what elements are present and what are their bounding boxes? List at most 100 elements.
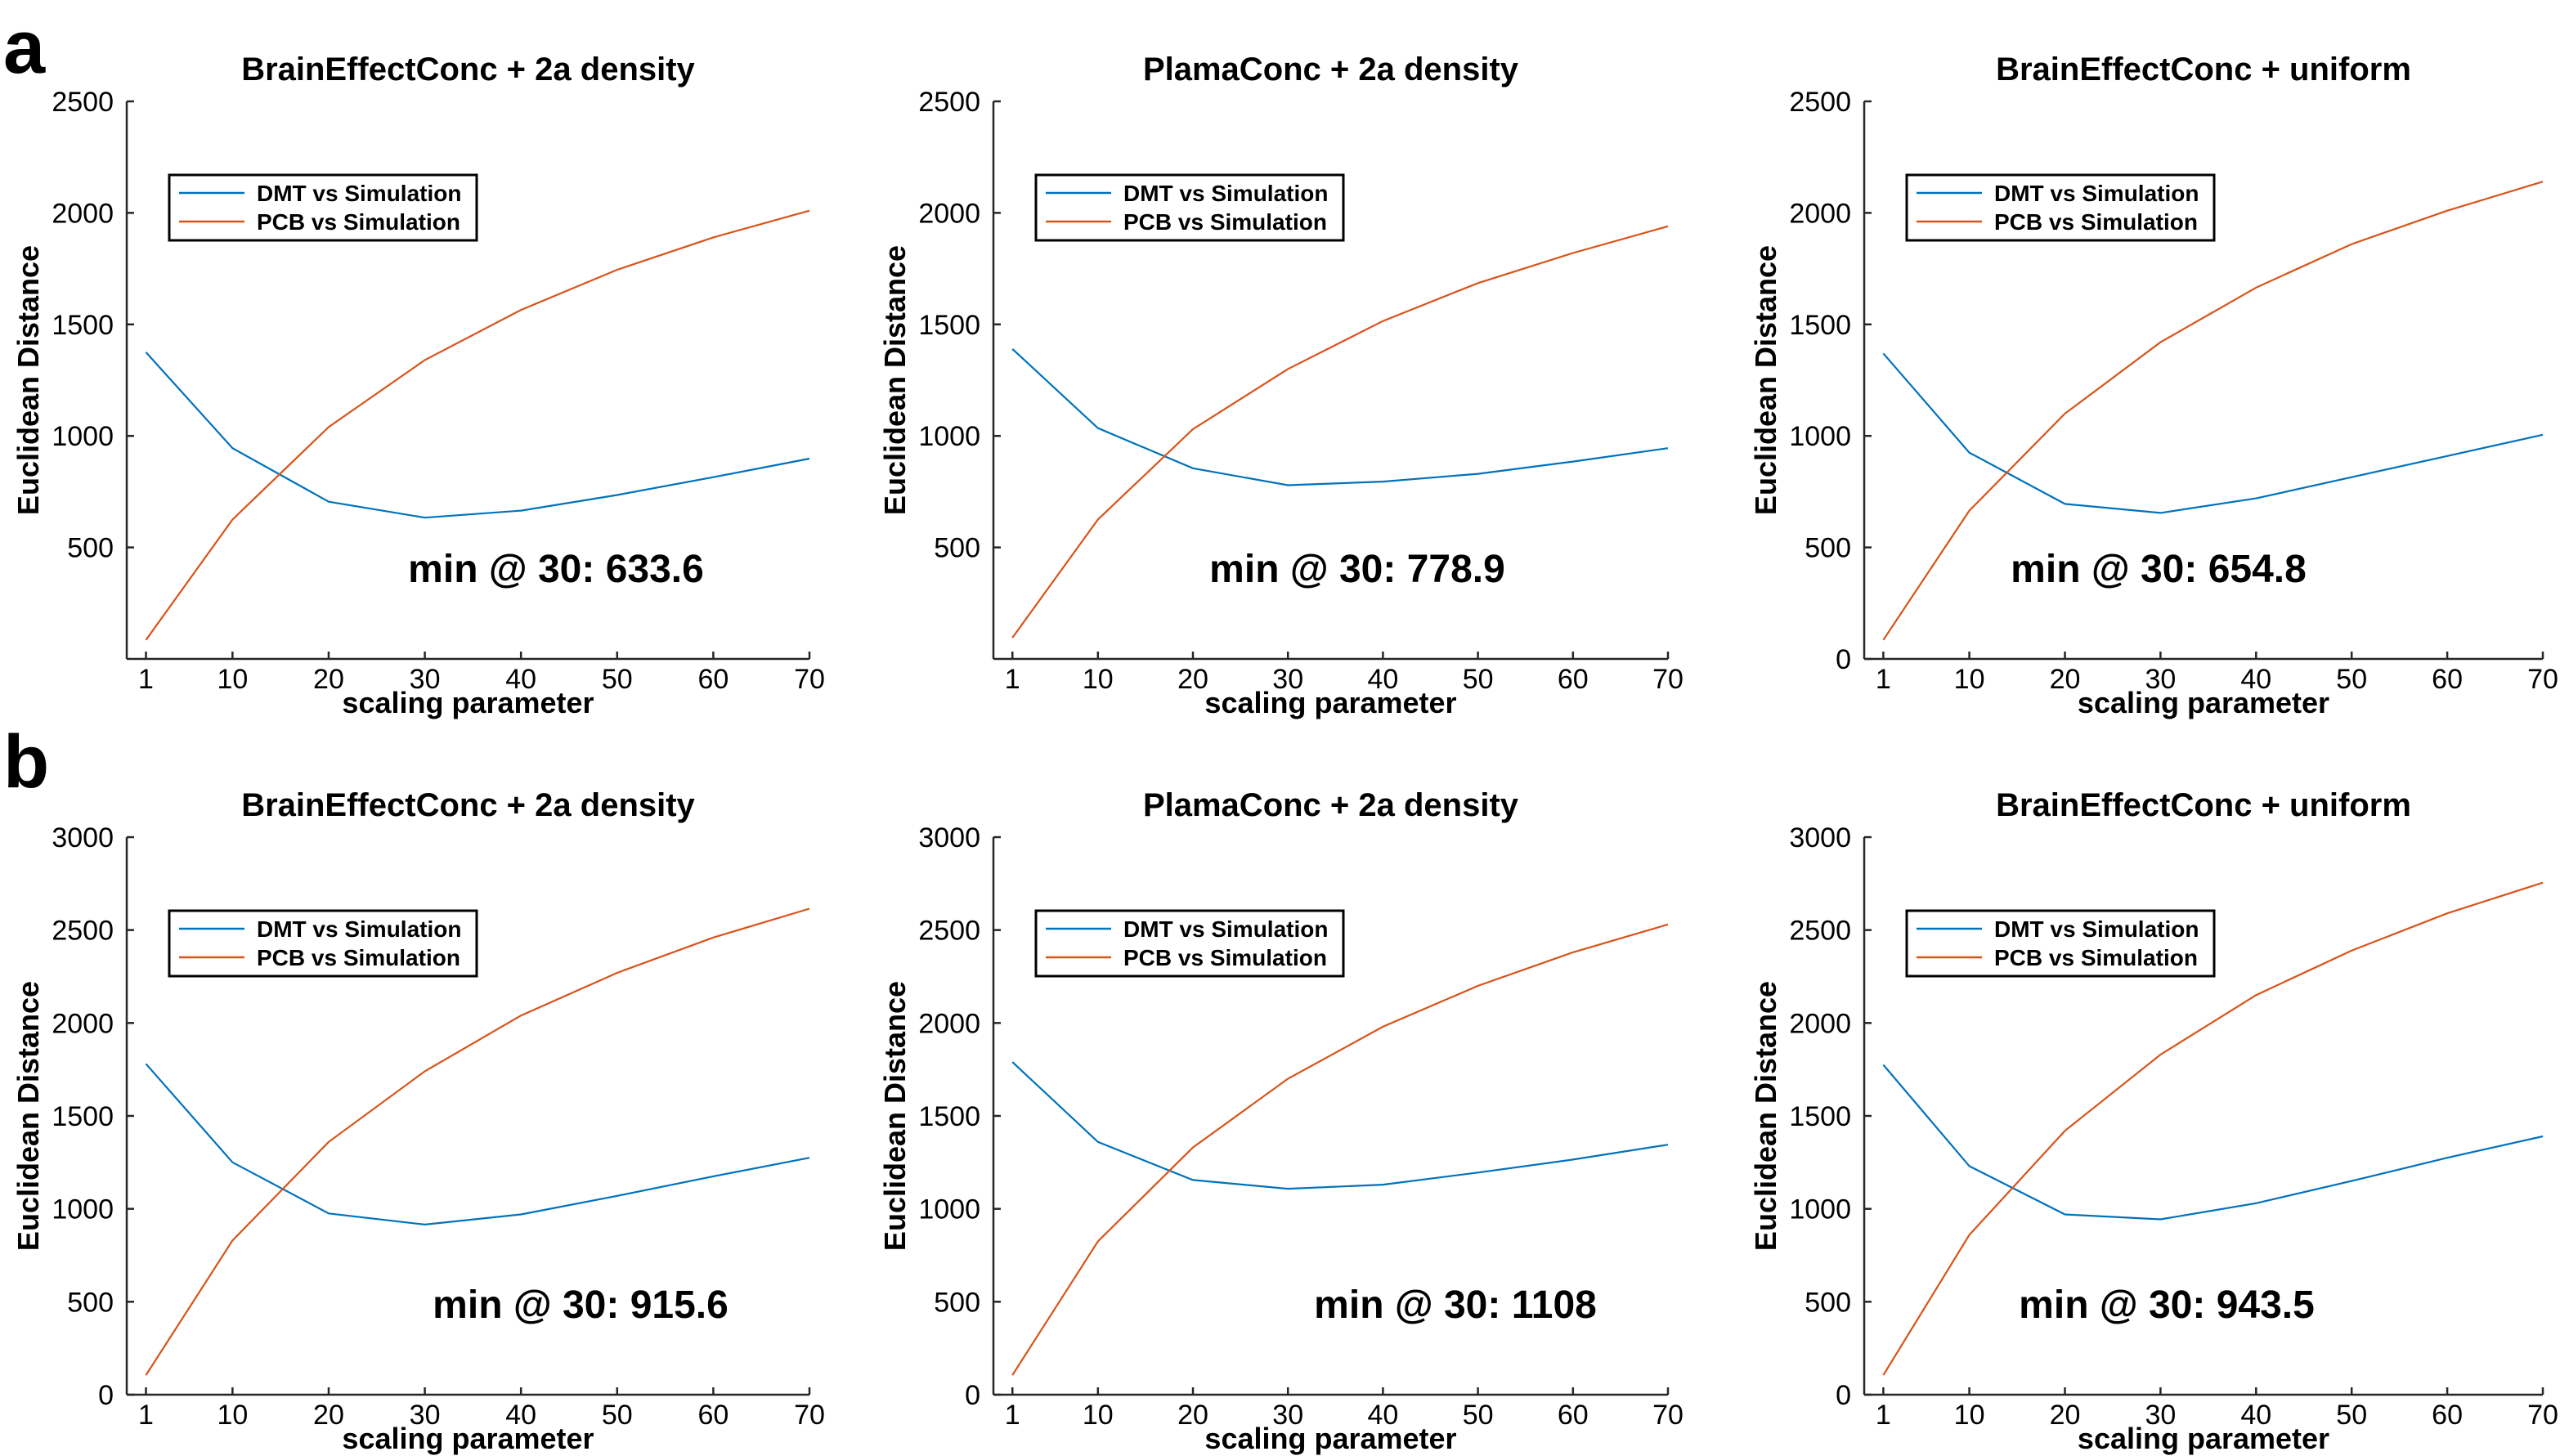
y-tick-label: 0 bbox=[965, 1380, 980, 1411]
y-tick-label: 0 bbox=[98, 1380, 114, 1411]
legend-label: PCB vs Simulation bbox=[1123, 209, 1327, 235]
legend: DMT vs Simulation PCB vs Simulation bbox=[1905, 173, 2216, 242]
x-tick-label: 30 bbox=[2145, 1400, 2176, 1431]
x-tick-label: 60 bbox=[1558, 1400, 1589, 1431]
x-tick-label: 10 bbox=[1954, 664, 1985, 695]
y-tick-label: 0 bbox=[1836, 1380, 1851, 1411]
y-tick-label: 500 bbox=[934, 533, 980, 564]
y-tick-label: 1500 bbox=[52, 1101, 114, 1132]
min-annotation: min @ 30: 778.9 bbox=[1209, 548, 1505, 591]
legend-box bbox=[1034, 173, 1345, 242]
series-line-dmt bbox=[1882, 1064, 2544, 1221]
y-tick-label: 1500 bbox=[52, 310, 114, 341]
x-axis-label: scaling parameter bbox=[1204, 686, 1456, 719]
legend-label: PCB vs Simulation bbox=[1994, 209, 2198, 235]
series-line-pcb bbox=[1011, 923, 1669, 1376]
y-tick-label: 500 bbox=[934, 1287, 980, 1318]
y-tick-label: 2000 bbox=[52, 1008, 114, 1039]
y-tick-label: 1500 bbox=[1789, 310, 1851, 341]
y-axis-label: Euclidean Distance bbox=[878, 245, 912, 515]
x-tick-label: 70 bbox=[794, 664, 825, 695]
chart-title: BrainEffectConc + uniform bbox=[1996, 787, 2411, 823]
x-tick-label: 20 bbox=[313, 1400, 344, 1431]
x-tick-label: 30 bbox=[2145, 664, 2176, 695]
legend-box bbox=[168, 909, 478, 978]
x-tick-label: 60 bbox=[697, 664, 729, 695]
chart-title: PlamaConc + 2a density bbox=[1143, 787, 1519, 823]
chart-3: 0 500 1000 1500 2000 2500 1 10 20 30 40 50 60 70 Brain… bbox=[1749, 52, 2558, 719]
x-tick-label: 1 bbox=[1005, 664, 1020, 695]
x-tick-label: 20 bbox=[1177, 664, 1208, 695]
y-tick-label: 1500 bbox=[1789, 1101, 1851, 1132]
x-tick-label: 40 bbox=[1367, 664, 1398, 695]
legend-label: PCB vs Simulation bbox=[1123, 945, 1327, 970]
y-tick-label: 1000 bbox=[1789, 1194, 1851, 1225]
series-line-dmt bbox=[1011, 1061, 1669, 1190]
y-tick-label: 500 bbox=[67, 1287, 114, 1318]
y-tick-label: 2000 bbox=[918, 198, 980, 229]
x-tick-label: 50 bbox=[1463, 1400, 1494, 1431]
chart-6: 0 500 1000 1500 2000 2500 3000 1 10 20 30 40 50 60 70 B… bbox=[1749, 787, 2558, 1455]
y-tick-label: 0 bbox=[1836, 644, 1851, 675]
x-tick-label: 30 bbox=[1272, 664, 1303, 695]
y-axis-label: Euclidean Distance bbox=[11, 245, 45, 515]
x-tick-label: 60 bbox=[2432, 1400, 2463, 1431]
y-tick-label: 2500 bbox=[918, 87, 980, 118]
x-tick-label: 70 bbox=[2527, 664, 2558, 695]
legend-label: DMT vs Simulation bbox=[1994, 181, 2199, 206]
chart-2: 500 1000 1500 2000 2500 1 10 20 30 40 50 60 70 PlamaC… bbox=[878, 52, 1684, 719]
chart-title: PlamaConc + 2a density bbox=[1143, 52, 1519, 87]
legend: DMT vs Simulation PCB vs Simulation bbox=[1034, 173, 1345, 242]
y-tick-label: 2500 bbox=[52, 916, 114, 947]
y-tick-label: 1500 bbox=[918, 1101, 980, 1132]
x-tick-label: 10 bbox=[1083, 664, 1114, 695]
x-axis-label: scaling parameter bbox=[2078, 686, 2329, 719]
legend-box bbox=[168, 173, 478, 242]
x-tick-label: 70 bbox=[1652, 1400, 1684, 1431]
panel-label-b: b bbox=[3, 720, 50, 804]
panel-label-a: a bbox=[3, 6, 46, 89]
y-tick-label: 1000 bbox=[52, 421, 114, 452]
x-tick-label: 10 bbox=[217, 1400, 248, 1431]
chart-5: 0 500 1000 1500 2000 2500 3000 1 10 20 30 40 50 60 70 P… bbox=[878, 787, 1684, 1455]
series-line-dmt bbox=[1011, 347, 1669, 486]
x-tick-label: 30 bbox=[1272, 1400, 1303, 1431]
legend: DMT vs Simulation PCB vs Simulation bbox=[168, 909, 478, 978]
x-tick-label: 40 bbox=[2240, 664, 2271, 695]
legend-label: DMT vs Simulation bbox=[257, 916, 461, 942]
y-axis-label: Euclidean Distance bbox=[1749, 981, 1782, 1251]
x-tick-label: 40 bbox=[505, 664, 536, 695]
legend: DMT vs Simulation PCB vs Simulation bbox=[168, 173, 478, 242]
x-tick-label: 50 bbox=[2336, 664, 2367, 695]
y-axis-label: Euclidean Distance bbox=[878, 981, 912, 1251]
legend-label: PCB vs Simulation bbox=[1994, 945, 2198, 970]
y-axis-label: Euclidean Distance bbox=[1749, 245, 1782, 515]
series-line-pcb bbox=[1882, 181, 2544, 641]
x-tick-label: 1 bbox=[1005, 1400, 1020, 1431]
series-line-pcb bbox=[1011, 225, 1669, 638]
x-tick-label: 10 bbox=[217, 664, 248, 695]
y-tick-label: 2500 bbox=[918, 916, 980, 947]
x-tick-label: 60 bbox=[697, 1400, 729, 1431]
x-tick-label: 1 bbox=[138, 664, 154, 695]
x-tick-label: 70 bbox=[794, 1400, 825, 1431]
min-annotation: min @ 30: 915.6 bbox=[433, 1284, 729, 1327]
x-tick-label: 50 bbox=[602, 1400, 633, 1431]
x-axis-label: scaling parameter bbox=[342, 686, 594, 719]
legend-label: DMT vs Simulation bbox=[1994, 916, 2199, 942]
x-tick-label: 50 bbox=[2336, 1400, 2367, 1431]
series-line-pcb bbox=[1882, 881, 2544, 1376]
chart-title: BrainEffectConc + 2a density bbox=[241, 787, 695, 823]
legend-label: DMT vs Simulation bbox=[257, 181, 461, 206]
y-tick-label: 2000 bbox=[52, 198, 114, 229]
y-tick-label: 2000 bbox=[1789, 198, 1851, 229]
min-annotation: min @ 30: 943.5 bbox=[2019, 1284, 2315, 1327]
x-tick-label: 1 bbox=[138, 1400, 154, 1431]
y-tick-label: 1000 bbox=[918, 421, 980, 452]
min-annotation: min @ 30: 1108 bbox=[1314, 1284, 1597, 1327]
x-tick-label: 20 bbox=[1177, 1400, 1208, 1431]
x-tick-label: 1 bbox=[1876, 1400, 1891, 1431]
x-tick-label: 50 bbox=[1463, 664, 1494, 695]
y-tick-label: 1000 bbox=[918, 1194, 980, 1225]
chart-1: 500 1000 1500 2000 2500 1 10 20 30 40 50 60 70 BrainE… bbox=[11, 52, 825, 719]
